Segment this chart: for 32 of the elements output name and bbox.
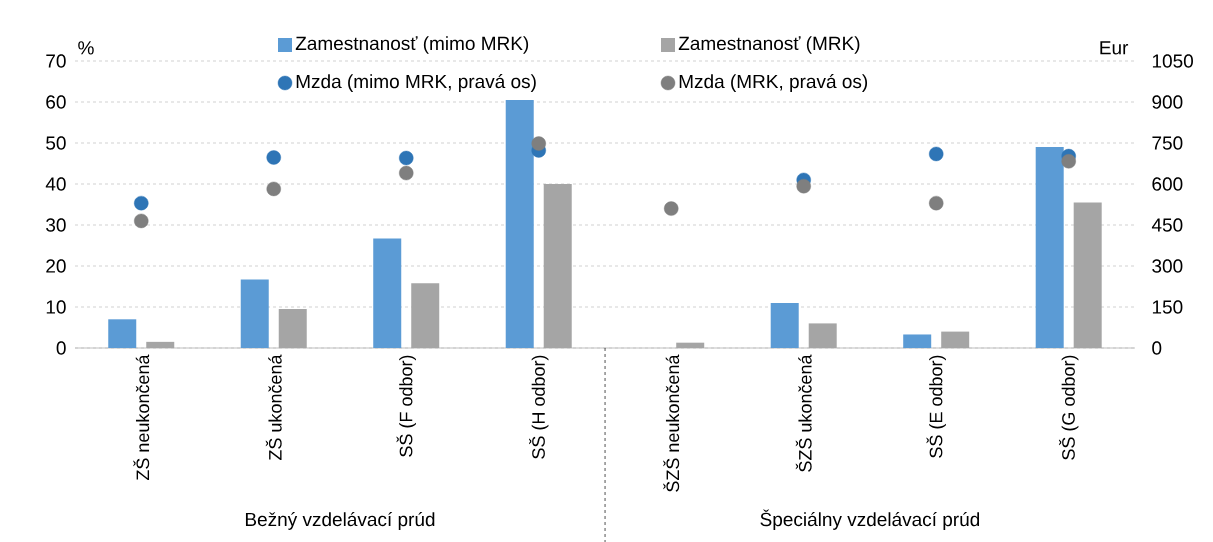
legend-label: Mzda (mimo MRK, pravá os) [296, 74, 536, 92]
y-tick-label: 0 [56, 341, 66, 355]
x-tick-label: ZŠ neukončená [133, 354, 150, 481]
x-tick-label: SŠ (E odbor) [926, 355, 946, 458]
y2-axis-title: Eur [1100, 41, 1129, 55]
y2-tick-label: 600 [1152, 177, 1183, 191]
x-tick-label: ŠZŠ ukončená [795, 354, 812, 472]
y-tick-label: 60 [46, 95, 66, 109]
y-axis-title: % [78, 41, 94, 55]
x-tick-label: ŠZŠ neukončená [663, 354, 680, 492]
y2-tick-label: 150 [1152, 300, 1183, 314]
x-tick-label: SŠ (G odbor) [1058, 355, 1079, 460]
legend-label: Zamestnanosť (mimo MRK) [295, 36, 529, 54]
y-tick-label: 10 [46, 300, 66, 314]
legend-label: Mzda (MRK, pravá os) [679, 74, 868, 92]
y-tick-label: 50 [46, 136, 66, 150]
y2-tick-label: 750 [1152, 136, 1183, 150]
y-tick-label: 40 [45, 177, 66, 191]
x-tick-label: SŠ (F odbor) [396, 355, 416, 457]
text: Špeciálny vzdelávací prúd [760, 509, 980, 530]
x-tick-label: ZŠ ukončená [265, 354, 282, 461]
y2-tick-label: 900 [1152, 95, 1183, 109]
text: Bežný vzdelávací prúd [245, 512, 435, 530]
y-tick-label: 30 [46, 218, 66, 232]
y2-tick-label: 1050 [1152, 54, 1193, 68]
legend-label: Zamestnanosť (MRK) [678, 36, 860, 54]
y-tick-label: 20 [46, 259, 66, 273]
y2-tick-label: 450 [1151, 218, 1183, 232]
y2-tick-label: 300 [1152, 259, 1183, 273]
y2-tick-label: 0 [1152, 341, 1162, 355]
y-tick-label: 70 [46, 54, 66, 68]
x-tick-label: SŠ (H odbor) [529, 355, 549, 459]
